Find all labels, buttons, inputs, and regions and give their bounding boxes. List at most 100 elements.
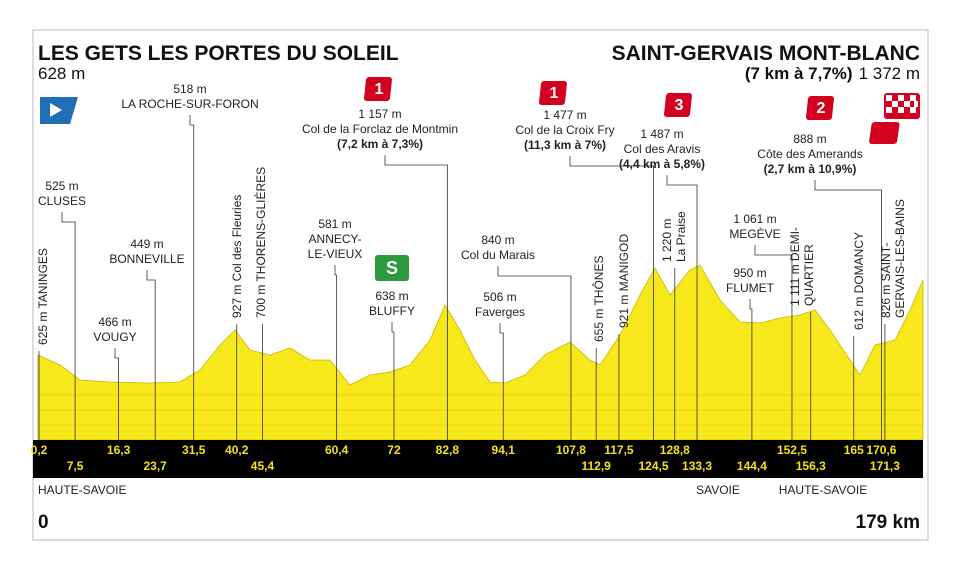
waypoint-label: 525 m xyxy=(45,179,78,193)
waypoint: 518 mLA ROCHE-SUR-FORON 31,5 xyxy=(121,82,258,457)
km-label: 107,8 xyxy=(556,443,586,457)
km-label: 60,4 xyxy=(325,443,349,457)
waypoint-label: 826 m SAINT- xyxy=(879,243,893,318)
km-label: 165 xyxy=(844,443,864,457)
waypoint-label: MEGÈVE xyxy=(729,226,780,241)
sprint-badge xyxy=(375,255,409,281)
km-label: 16,3 xyxy=(107,443,131,457)
km-label: 94,1 xyxy=(492,443,516,457)
km-label: 45,4 xyxy=(251,459,275,473)
waypoint: 1 220 m La Praise 128,8 xyxy=(660,211,690,457)
km-label: 0,2 xyxy=(31,443,48,457)
waypoint: 927 m Col des Fleuries 40,2 xyxy=(225,195,249,458)
leader-line xyxy=(384,155,448,440)
km-label: 124,5 xyxy=(639,459,669,473)
km-label: 171,3 xyxy=(870,459,900,473)
climb-category: 1 xyxy=(375,81,384,98)
leader-line xyxy=(754,245,793,440)
finish-name: SAINT-GERVAIS MONT-BLANC xyxy=(612,42,920,65)
distance-end: 179 km xyxy=(856,512,920,533)
waypoint-label: La Praise xyxy=(674,211,688,262)
km-label: 117,5 xyxy=(604,443,634,457)
leader-line xyxy=(814,180,882,440)
km-label: 72 xyxy=(387,443,401,457)
region: HAUTE-SAVOIE xyxy=(779,483,867,497)
km-label: 31,5 xyxy=(182,443,206,457)
waypoint-label: ANNECY- xyxy=(309,232,362,246)
km-label: 128,8 xyxy=(660,443,690,457)
start-name: LES GETS LES PORTES DU SOLEIL xyxy=(38,42,399,65)
waypoint-label: 1 220 m xyxy=(660,219,674,262)
waypoint-label: 506 m xyxy=(483,290,516,304)
leader-line xyxy=(499,323,504,440)
profile-hatching xyxy=(38,394,923,426)
finish-category: 1 xyxy=(900,125,909,142)
climb-badge xyxy=(806,96,834,120)
leader-line xyxy=(189,115,195,440)
waypoint-label: 927 m Col des Fleuries xyxy=(230,195,244,318)
waypoint-label: BLUFFY xyxy=(369,304,415,318)
climb-stats: (2,7 km à 10,9%) xyxy=(764,162,857,176)
climb-category: 3 xyxy=(675,97,684,114)
finish-sub: (7 km à 7,7%) 1 372 m xyxy=(745,64,920,83)
finish-climb: (7 km à 7,7%) xyxy=(745,64,853,83)
waypoint-label: Côte des Amerands xyxy=(757,147,862,161)
leader-line xyxy=(61,212,76,440)
waypoint-label: 466 m xyxy=(98,315,131,329)
climb-badge xyxy=(664,93,692,117)
waypoint-label: BONNEVILLE xyxy=(109,252,184,266)
waypoint-label: Col de la Forclaz de Montmin xyxy=(302,122,458,136)
waypoint-label: Faverges xyxy=(475,305,525,319)
profile-area xyxy=(37,264,924,441)
waypoint-label: VOUGY xyxy=(93,330,136,344)
km-label: 82,8 xyxy=(436,443,460,457)
waypoint-label: 1 111 m DEMI- xyxy=(788,227,802,306)
climb-stats: (4,4 km à 5,8%) xyxy=(619,157,705,171)
leader-line xyxy=(334,265,338,440)
km-label: 112,9 xyxy=(581,459,611,473)
finish-altitude: 1 372 m xyxy=(859,64,920,83)
climb-badge xyxy=(539,81,567,105)
checkered xyxy=(886,95,918,113)
leader-line xyxy=(114,348,119,440)
climb-stats: (7,2 km à 7,3%) xyxy=(337,137,423,151)
km-label: 7,5 xyxy=(67,459,84,473)
leader-line xyxy=(749,299,753,440)
waypoint: 826 m SAINT- GERVAIS-LES-BAINS 171,3 xyxy=(870,199,907,473)
waypoint-label: 449 m xyxy=(130,237,163,251)
leader-line xyxy=(391,322,395,440)
waypoint-label: FLUMET xyxy=(726,281,775,295)
climb-category: 2 xyxy=(817,100,826,117)
waypoint-label: 888 m xyxy=(793,132,826,146)
climb-stats: (11,3 km à 7%) xyxy=(524,138,606,152)
distance-start: 0 xyxy=(38,512,49,533)
waypoint-label: Col de la Croix Fry xyxy=(515,123,614,137)
km-label: 133,3 xyxy=(682,459,712,473)
leader-line xyxy=(569,156,654,440)
climb-category: 1 xyxy=(550,85,559,102)
waypoint-label: 1 061 m xyxy=(733,212,776,226)
waypoint-label: 638 m xyxy=(375,289,408,303)
waypoint: 655 m THÔNES 112,9 xyxy=(581,256,611,474)
waypoint-label: 950 m xyxy=(733,266,766,280)
region: SAVOIE xyxy=(696,483,740,497)
waypoint-label: 655 m THÔNES xyxy=(591,256,606,342)
waypoint: 612 m DOMANCY 165 xyxy=(844,232,866,457)
waypoint-label: CLUSES xyxy=(38,194,86,208)
waypoint: 700 m THORENS-GLIÈRES 45,4 xyxy=(251,167,275,473)
waypoint-label: 625 m TANINGES xyxy=(36,248,50,345)
